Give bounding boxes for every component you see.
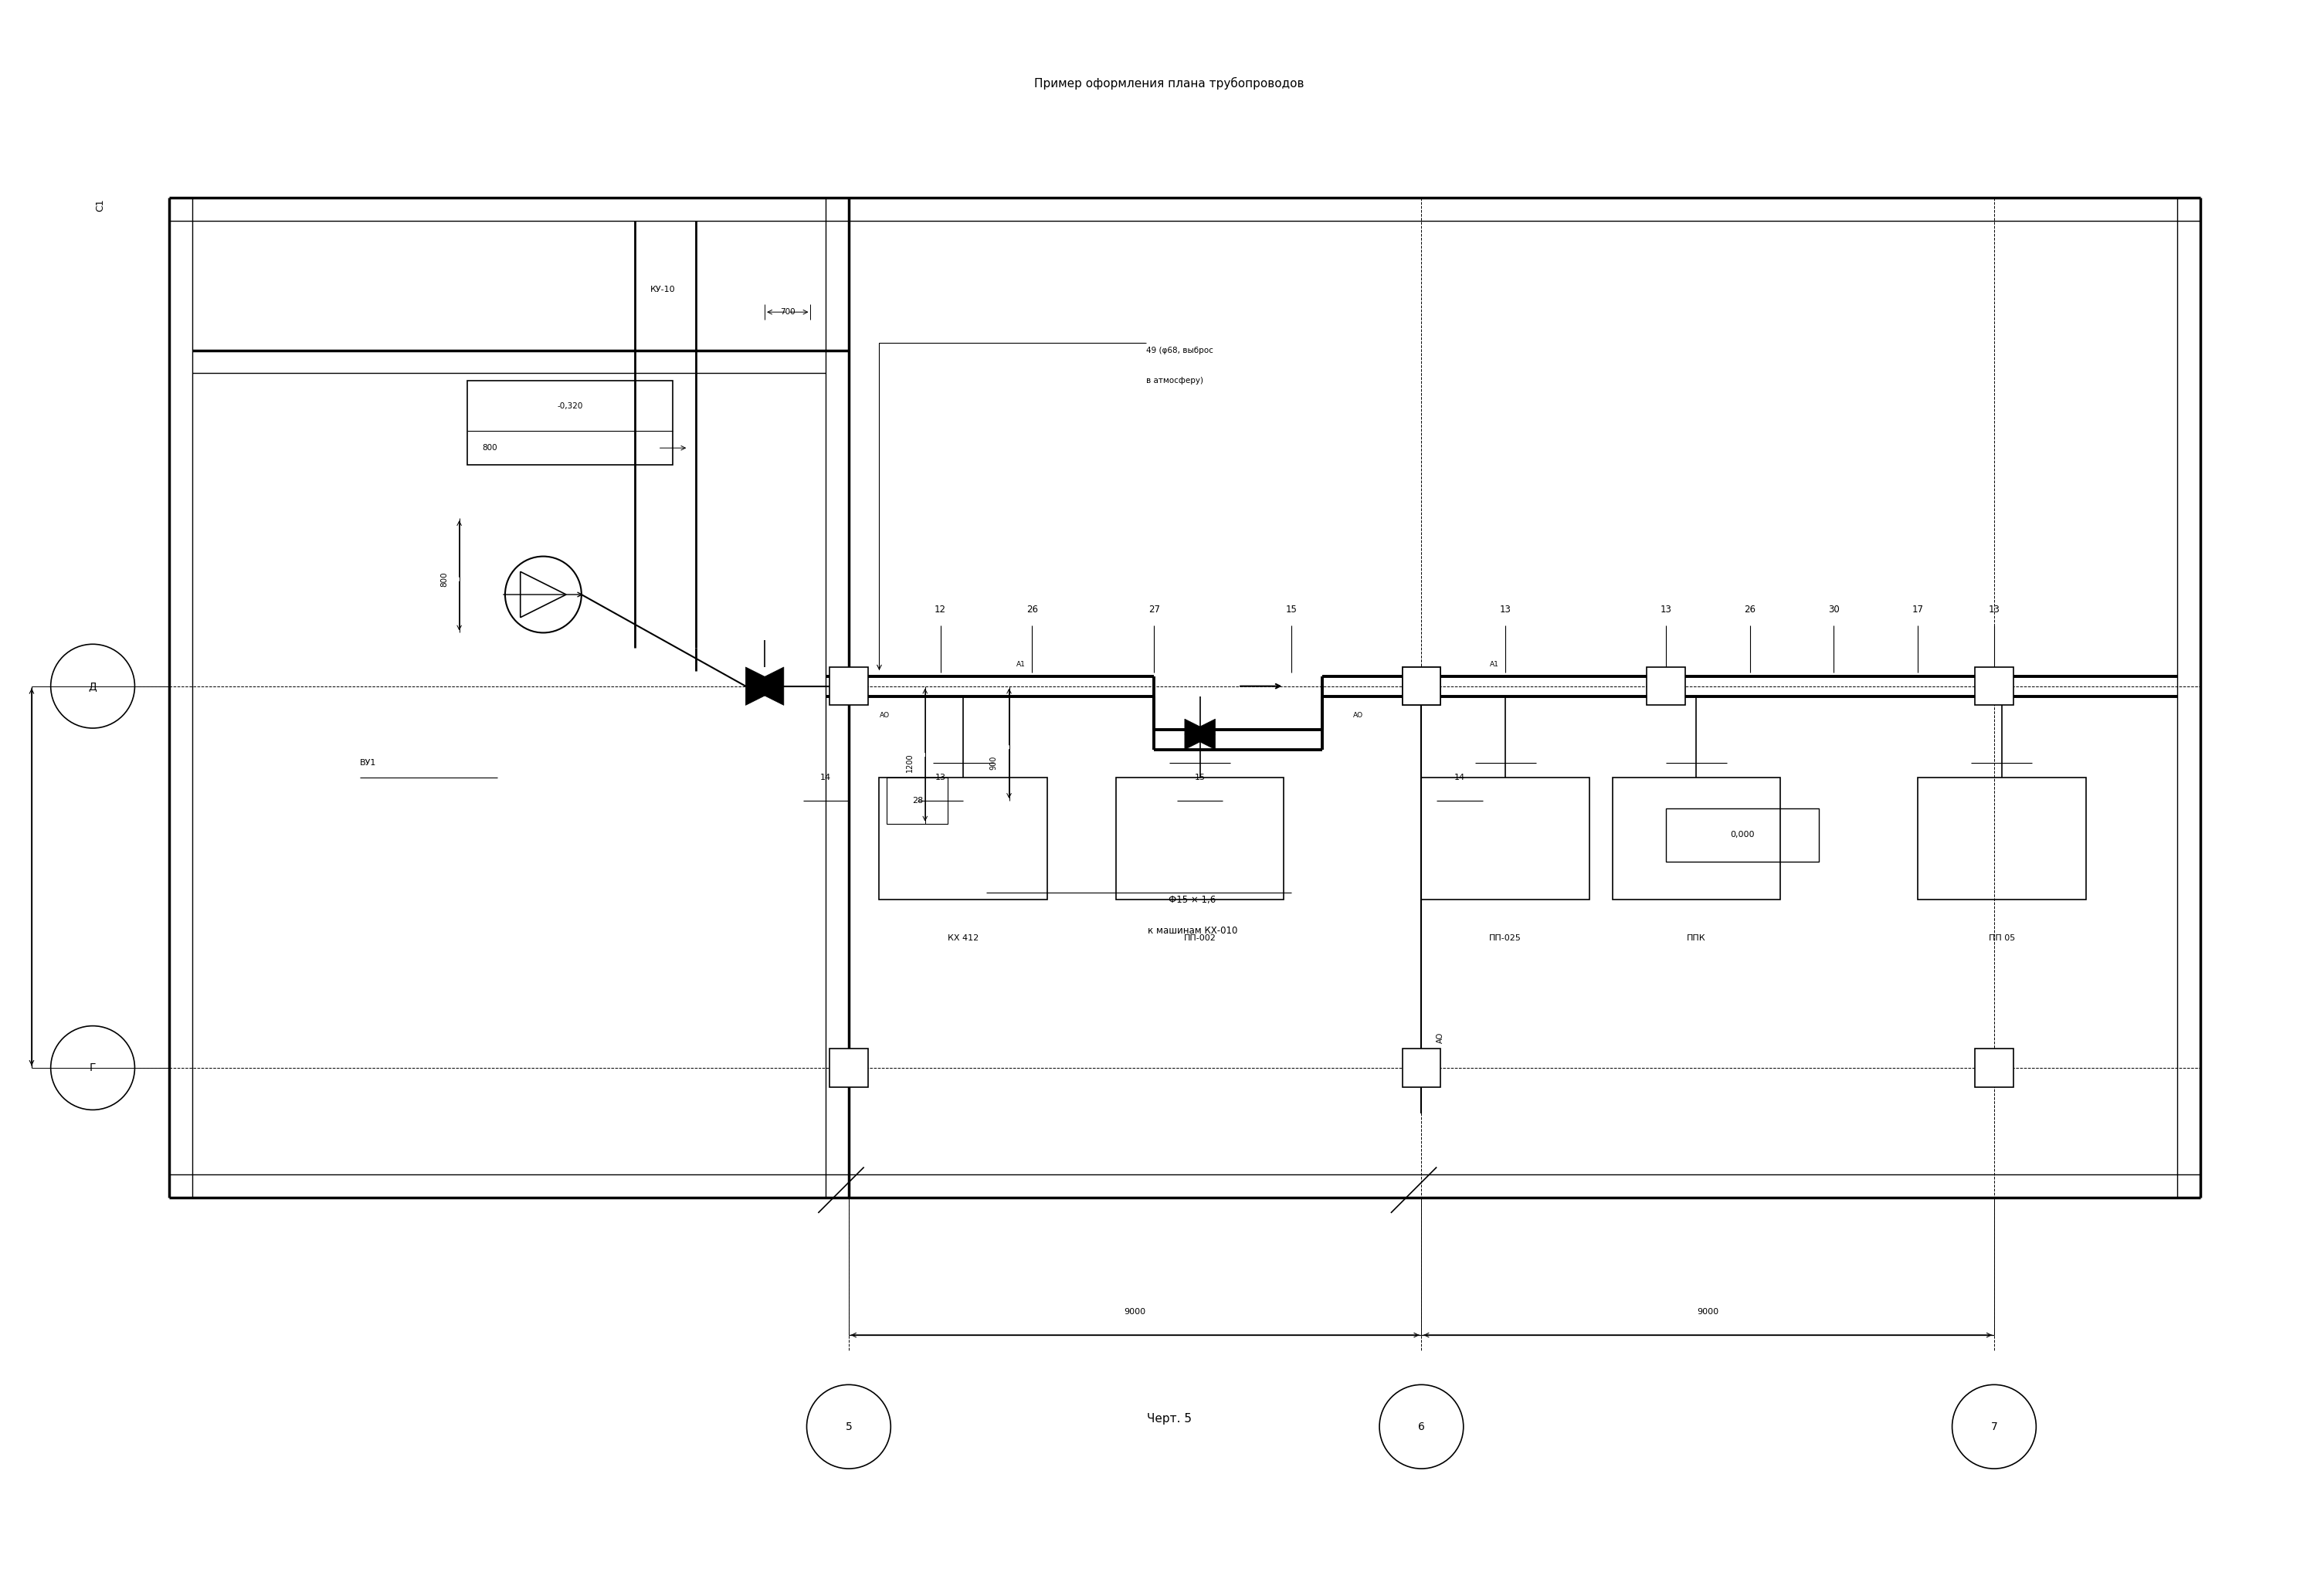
Bar: [1420, 777, 1589, 900]
Polygon shape: [746, 667, 783, 705]
Text: ПП-025: ПП-025: [1490, 934, 1522, 942]
Text: КУ-10: КУ-10: [651, 286, 674, 294]
Text: ПП-002: ПП-002: [1184, 934, 1216, 942]
Text: 13: 13: [936, 774, 945, 782]
Text: АО: АО: [1353, 712, 1362, 718]
Text: 13: 13: [1499, 605, 1511, 614]
Text: Черт. 5: Черт. 5: [1147, 1412, 1191, 1425]
Polygon shape: [1184, 718, 1214, 750]
Bar: [878, 777, 1047, 900]
Text: 14: 14: [820, 774, 832, 782]
Text: 13: 13: [1659, 605, 1671, 614]
Text: Д: Д: [88, 681, 97, 691]
Text: 49 (φ68, выброс: 49 (φ68, выброс: [1147, 346, 1214, 354]
Text: 800: 800: [440, 571, 447, 587]
Text: Г: Г: [90, 1063, 95, 1073]
Text: -0,320: -0,320: [556, 402, 584, 410]
Text: А1: А1: [1017, 661, 1026, 669]
Text: 900: 900: [989, 755, 999, 769]
Text: 12: 12: [934, 605, 945, 614]
Text: 1200: 1200: [906, 753, 913, 772]
Bar: [1974, 1049, 2013, 1087]
Text: 27: 27: [1149, 605, 1161, 614]
Text: 800: 800: [482, 444, 498, 452]
Bar: [1613, 777, 1779, 900]
Text: Пример оформления плана трубопроводов: Пример оформления плана трубопроводов: [1033, 77, 1304, 89]
Text: ППК: ППК: [1687, 934, 1705, 942]
Text: в атмосферу): в атмосферу): [1147, 377, 1203, 385]
Bar: [1402, 667, 1441, 705]
Text: 9000: 9000: [1696, 1309, 1719, 1317]
Text: С1: С1: [95, 200, 104, 212]
Text: 17: 17: [1912, 605, 1923, 614]
Bar: [1647, 667, 1684, 705]
Bar: [1974, 667, 2013, 705]
Text: 6: 6: [1418, 1422, 1425, 1432]
Text: 0,000: 0,000: [1731, 832, 1754, 839]
Text: АО: АО: [878, 712, 890, 718]
Text: 9000: 9000: [1124, 1309, 1147, 1317]
Text: КХ 412: КХ 412: [948, 934, 978, 942]
Bar: [1117, 777, 1284, 900]
Bar: [887, 777, 948, 824]
Text: 5: 5: [846, 1422, 853, 1432]
Text: ВУ1: ВУ1: [359, 758, 375, 766]
Bar: [829, 1049, 869, 1087]
Text: 15: 15: [1286, 605, 1298, 614]
Bar: [1402, 667, 1441, 705]
Text: 28: 28: [913, 796, 922, 804]
Text: 7: 7: [1990, 1422, 1997, 1432]
Text: 13: 13: [1988, 605, 2000, 614]
Text: АО: АО: [1437, 1033, 1443, 1042]
Text: 30: 30: [1828, 605, 1840, 614]
Text: ПП 05: ПП 05: [1988, 934, 2016, 942]
Polygon shape: [746, 667, 783, 705]
Text: Ф15 × 1,6: Ф15 × 1,6: [1168, 895, 1216, 905]
Bar: [468, 381, 672, 464]
Text: к машинам КХ-010: к машинам КХ-010: [1147, 926, 1237, 935]
Text: 14: 14: [1455, 774, 1464, 782]
Bar: [1918, 777, 2085, 900]
Text: 26: 26: [1026, 605, 1038, 614]
Bar: [829, 667, 869, 705]
Text: А1: А1: [1490, 661, 1499, 669]
Polygon shape: [1184, 718, 1214, 750]
Bar: [1666, 808, 1819, 862]
Text: 700: 700: [781, 308, 795, 316]
Bar: [1402, 1049, 1441, 1087]
Text: 15: 15: [1196, 774, 1205, 782]
Text: 26: 26: [1745, 605, 1756, 614]
